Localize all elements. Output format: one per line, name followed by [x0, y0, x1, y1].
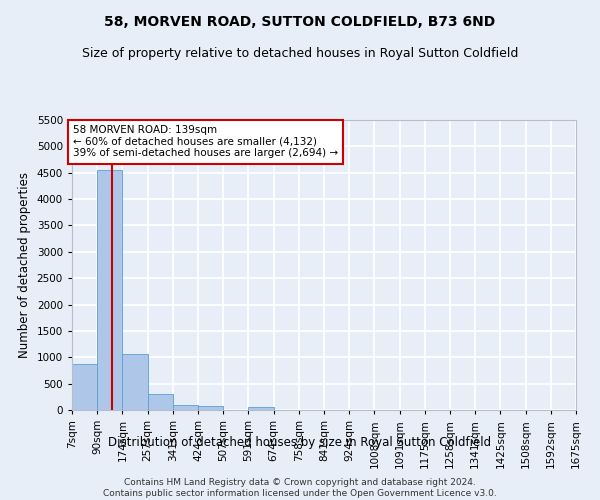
- Text: Size of property relative to detached houses in Royal Sutton Coldfield: Size of property relative to detached ho…: [82, 48, 518, 60]
- Bar: [148, 394, 173, 410]
- Bar: [248, 408, 274, 410]
- Bar: [97, 170, 122, 410]
- Text: 58 MORVEN ROAD: 139sqm
← 60% of detached houses are smaller (4,132)
39% of semi-: 58 MORVEN ROAD: 139sqm ← 60% of detached…: [73, 126, 338, 158]
- Bar: [72, 364, 97, 410]
- Bar: [122, 354, 148, 410]
- Text: 58, MORVEN ROAD, SUTTON COLDFIELD, B73 6ND: 58, MORVEN ROAD, SUTTON COLDFIELD, B73 6…: [104, 15, 496, 29]
- Text: Contains HM Land Registry data © Crown copyright and database right 2024.
Contai: Contains HM Land Registry data © Crown c…: [103, 478, 497, 498]
- Bar: [198, 406, 223, 410]
- Text: Distribution of detached houses by size in Royal Sutton Coldfield: Distribution of detached houses by size …: [109, 436, 491, 449]
- Y-axis label: Number of detached properties: Number of detached properties: [18, 172, 31, 358]
- Bar: [173, 405, 198, 410]
